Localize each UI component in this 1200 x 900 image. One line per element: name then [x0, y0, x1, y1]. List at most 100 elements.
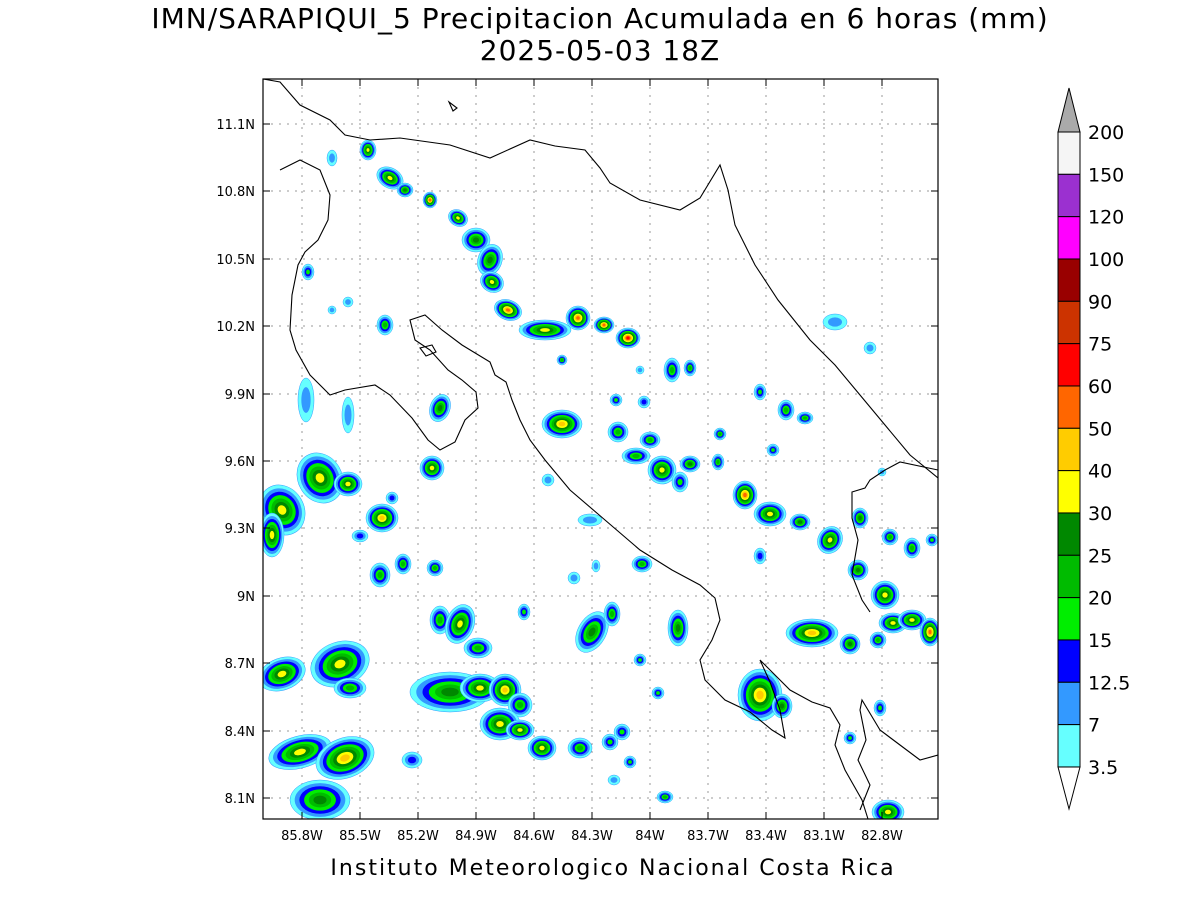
lon-tick-label: 83.7W	[687, 829, 729, 844]
precip-cell	[631, 555, 653, 573]
precip-cell	[881, 528, 899, 546]
lat-tick-label: 9.6N	[225, 455, 255, 470]
colorbar-segment	[1057, 470, 1081, 514]
precip-cell	[527, 735, 557, 761]
precip-cell	[713, 427, 727, 441]
colorbar-label: 40	[1088, 461, 1112, 483]
coastlines	[263, 79, 938, 819]
precip-cell	[683, 359, 697, 377]
colorbar-label: 30	[1088, 503, 1112, 525]
panama-coast	[857, 698, 938, 811]
lat-tick-label: 10.5N	[216, 253, 255, 268]
lon-tick-label: 85.5W	[339, 829, 381, 844]
precip-cell	[615, 327, 641, 349]
precip-cell	[268, 734, 332, 770]
colorbar-label: 20	[1088, 588, 1112, 610]
lat-tick-label: 9.9N	[225, 388, 255, 403]
precip-cell	[817, 526, 843, 554]
colorbar-label: 25	[1088, 545, 1112, 567]
lon-tick-label: 84.6W	[513, 829, 555, 844]
precip-cell	[647, 455, 677, 485]
colorbar-segment	[1057, 131, 1081, 175]
precip-cell	[301, 263, 315, 281]
precip-cell	[376, 314, 394, 336]
precip-cell	[679, 455, 701, 473]
precip-cell	[607, 421, 629, 443]
colorbar-segment	[1057, 300, 1081, 345]
colorbar-label: 7	[1088, 715, 1100, 737]
precip-cell	[444, 604, 476, 644]
precip-cell	[429, 394, 451, 422]
precip-cell	[575, 611, 609, 653]
precip-cell	[671, 471, 689, 493]
precip-cell	[419, 455, 445, 481]
colorbar-over-arrow	[1057, 87, 1081, 133]
precip-cell	[567, 737, 593, 759]
precip-cell	[663, 357, 681, 383]
colorbar-label: 50	[1088, 418, 1112, 440]
colorbar-label: 15	[1088, 630, 1112, 652]
precip-cell	[732, 480, 758, 510]
precip-cell	[711, 453, 725, 471]
lat-tick-label: 8.7N	[225, 657, 255, 672]
precip-cell	[394, 553, 412, 575]
lon-tick-label: 84W	[635, 829, 665, 844]
lat-tick-label: 9N	[237, 590, 255, 605]
precip-cell	[327, 305, 337, 315]
precip-cell	[480, 271, 504, 293]
coastline-pacific-north	[279, 159, 869, 819]
precip-cell	[847, 559, 869, 581]
precip-cell	[577, 513, 603, 527]
precip-cell	[897, 609, 927, 631]
chart-subtitle: 2025-05-03 18Z	[479, 34, 721, 67]
lat-tick-label: 8.4N	[225, 725, 255, 740]
precip-cell	[925, 533, 938, 547]
precip-cell	[426, 559, 444, 577]
precip-cell	[315, 736, 375, 780]
precip-cell	[919, 617, 938, 647]
colorbar: 200 150 120 100 90 75 60 50 40 30 25 20 15 12.5 7 3.5	[1057, 87, 1130, 811]
precip-cell	[263, 656, 306, 692]
lon-tick-label: 85.2W	[397, 829, 439, 844]
colorbar-label: 100	[1088, 249, 1124, 271]
colorbar-segment	[1057, 512, 1081, 556]
precip-cell	[567, 571, 581, 585]
precip-cell	[863, 341, 877, 355]
precip-cell	[839, 633, 861, 655]
precip-cell	[351, 529, 369, 543]
colorbar-label: 60	[1088, 376, 1112, 398]
precip-cell	[376, 166, 404, 190]
colorbar-segment	[1057, 258, 1081, 302]
lat-tick-label: 10.8N	[216, 185, 255, 200]
island	[419, 344, 437, 357]
precip-cell	[556, 354, 568, 366]
precip-cell	[603, 601, 621, 627]
precip-cell	[639, 431, 661, 449]
map-frame	[262, 78, 939, 820]
precip-cell	[396, 182, 414, 198]
colorbar-segment	[1057, 597, 1081, 641]
lon-tick-label: 84.3W	[571, 829, 613, 844]
lon-tick-label: 85.8W	[281, 829, 323, 844]
precip-cell	[633, 653, 647, 667]
precip-cell	[541, 473, 555, 487]
precip-cell	[871, 799, 905, 819]
precip-cell	[651, 686, 665, 700]
lon-tick-label: 82.8W	[861, 829, 903, 844]
colorbar-segment	[1057, 385, 1081, 429]
precip-cell	[401, 751, 423, 769]
precip-cell	[753, 501, 787, 527]
colorbar-label: 75	[1088, 334, 1112, 356]
panama-border	[851, 461, 938, 613]
colorbar-segment	[1057, 724, 1081, 768]
lon-tick-label: 84.9W	[455, 829, 497, 844]
precip-cell	[422, 191, 438, 209]
gridlines	[263, 79, 938, 819]
precip-cell	[461, 227, 491, 253]
precip-cell	[637, 395, 651, 409]
precip-cell	[621, 447, 651, 465]
precip-cell	[505, 719, 535, 741]
colorbar-label: 3.5	[1088, 757, 1118, 779]
precip-cell	[635, 365, 645, 375]
